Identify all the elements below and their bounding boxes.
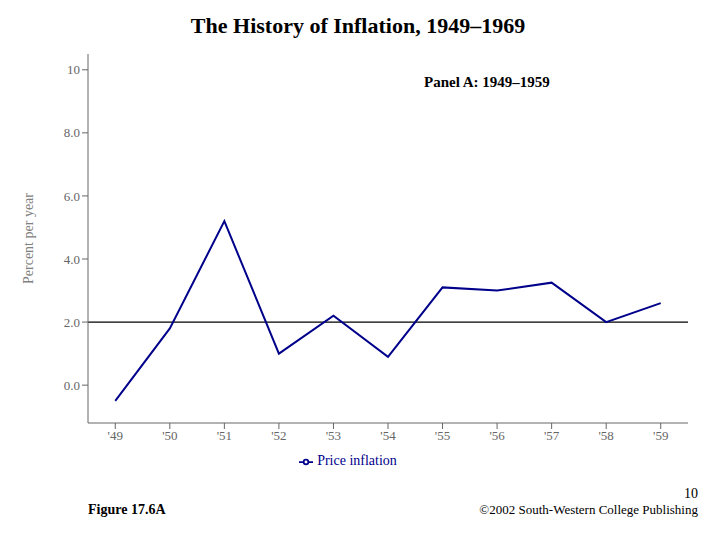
html-text:Panel A: 1949–1959: Panel A: 1949–1959: [424, 74, 550, 90]
svg-text:'51: '51: [217, 428, 232, 443]
svg-text:'53: '53: [326, 428, 341, 443]
svg-text:'54: '54: [380, 428, 396, 443]
html-text:The History of Inflation, 1949: The History of Inflation, 1949–1969: [190, 13, 526, 38]
html-text:10: 10: [684, 486, 698, 501]
svg-text:'50: '50: [162, 428, 177, 443]
svg-text:'52: '52: [271, 428, 286, 443]
svg-text:4.0: 4.0: [64, 252, 80, 267]
svg-text:2.0: 2.0: [64, 315, 80, 330]
html-text:Price inflation: Price inflation: [317, 453, 397, 468]
svg-text:'58: '58: [599, 428, 614, 443]
svg-text:'57: '57: [544, 428, 560, 443]
svg-text:Percent per year: Percent per year: [21, 193, 36, 284]
html-text:Figure 17.6A: Figure 17.6A: [88, 502, 166, 517]
html-text:©2002 South-Western College Pu: ©2002 South-Western College Publishing: [479, 502, 698, 517]
svg-text:'59: '59: [653, 428, 668, 443]
svg-text:0.0: 0.0: [64, 378, 80, 393]
svg-text:10: 10: [67, 62, 80, 77]
svg-text:'56: '56: [489, 428, 505, 443]
svg-text:6.0: 6.0: [64, 189, 80, 204]
svg-text:'49: '49: [108, 428, 123, 443]
svg-text:'55: '55: [435, 428, 450, 443]
svg-text:8.0: 8.0: [64, 125, 80, 140]
